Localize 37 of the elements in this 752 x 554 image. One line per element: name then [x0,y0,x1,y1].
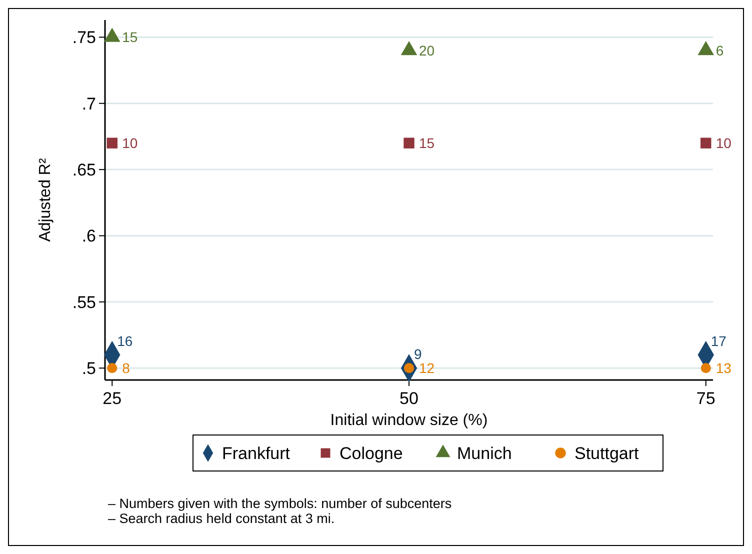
point [698,41,714,56]
annotation: 16 [117,332,133,349]
annotation: 6 [716,42,724,58]
point [700,138,712,148]
legend-label: Stuttgart [574,444,640,463]
point [400,41,418,56]
legend-label: Cologne [340,444,403,463]
annotation: 9 [414,346,422,362]
y-tick-label: .55 [72,292,96,312]
point [700,363,711,374]
x-axis-title: Initial window size (%) [330,412,488,429]
point [404,138,414,148]
annotation: 10 [716,135,732,152]
y-tick-label: .5 [82,359,96,378]
annotation: 20 [419,42,435,58]
annotation: 17 [710,332,727,349]
annotation: 15 [122,29,138,46]
annotation: 8 [122,360,130,376]
y-tick-label: .75 [72,28,96,48]
annotation: 12 [419,360,435,376]
y-axis-title: Adjusted R² [37,158,54,242]
y-tick-label: .65 [72,160,96,180]
x-tick-label: 50 [400,389,418,408]
annotation: 15 [419,135,435,152]
annotation: 10 [122,135,138,152]
point [107,363,118,374]
y-tick-label: .6 [82,226,96,246]
point [104,28,120,42]
annotation: 13 [716,360,732,376]
y-tick-label: .7 [82,94,96,114]
x-tick-label: 75 [696,389,716,408]
text: – Numbers given with the symbols: number of subcenters [108,496,452,511]
legend-label: Munich [457,444,512,463]
x-tick-label: 25 [102,389,122,408]
legend-label: Frankfurt [222,444,290,463]
point [106,138,118,148]
text: – Search radius held constant at 3 mi. [108,511,335,526]
